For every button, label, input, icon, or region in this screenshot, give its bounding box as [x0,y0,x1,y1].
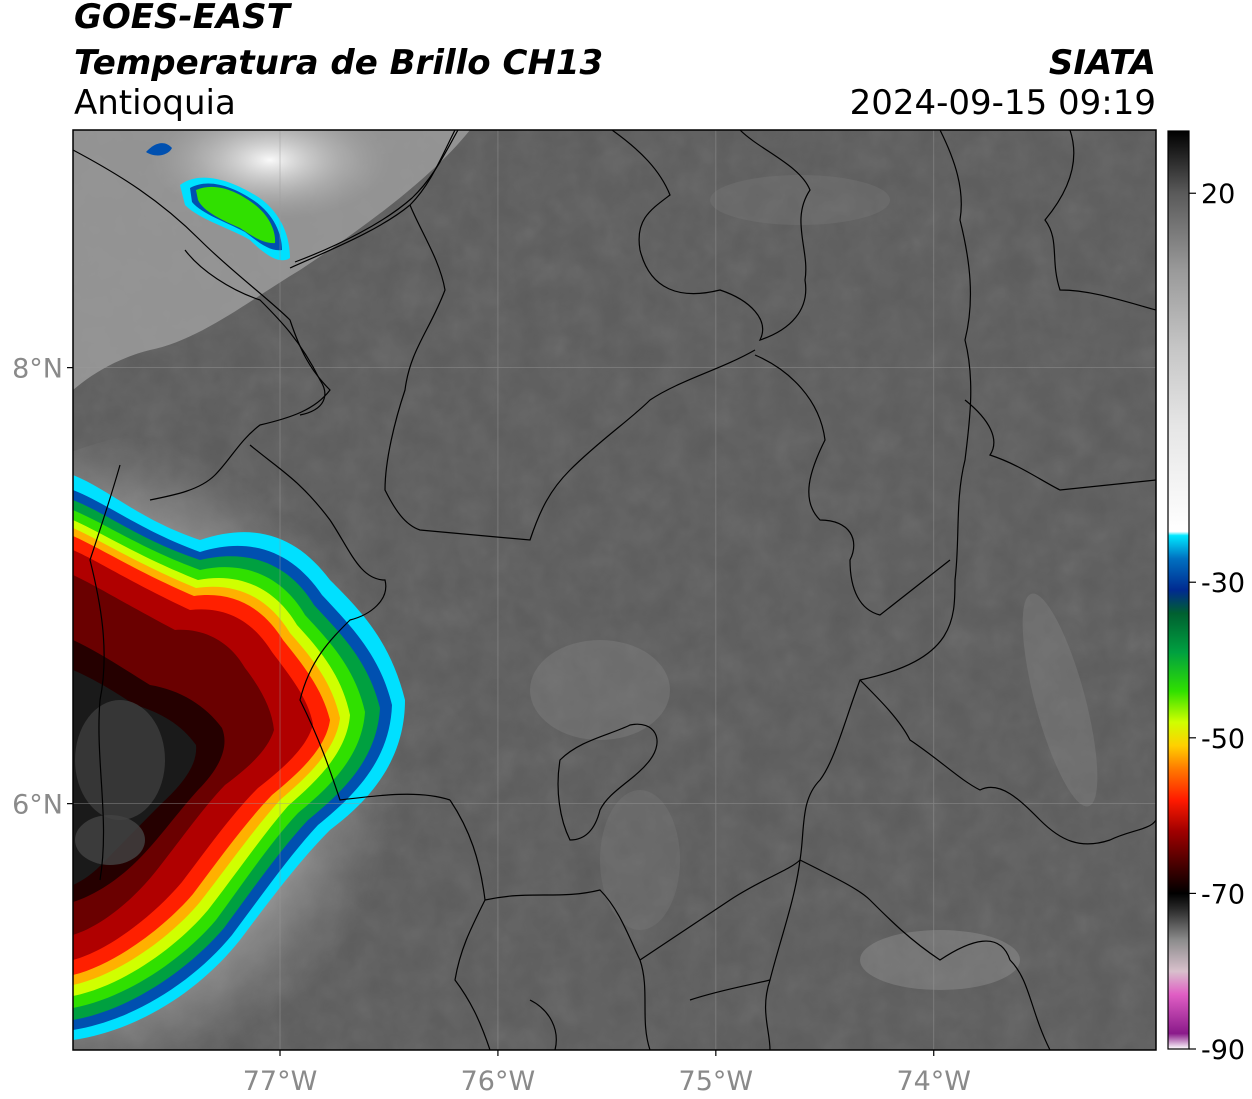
temperature-colorbar: 20 -30 -50 -70 -90 [1167,130,1245,1066]
colorbar-ticks: 20 -30 -50 -70 -90 [1189,179,1245,1066]
cold-cloud-haze-north [73,130,470,390]
colorbar-tick-label: -70 [1201,879,1245,910]
colorbar-tick-label: -30 [1201,568,1245,599]
lon-tick-label: 74°W [896,1066,971,1097]
graticule [73,130,1156,1050]
lon-tick-label: 76°W [461,1066,536,1097]
satellite-title: GOES-EAST [74,0,290,37]
colorbar-tick-label: -90 [1201,1035,1245,1066]
latitude-axis: 8°N 6°N [12,354,73,821]
colorbar-gradient [1168,131,1189,1049]
longitude-axis: 77°W 76°W 75°W 74°W [243,1050,971,1097]
convective-storm [73,475,405,1040]
lat-tick-label: 6°N [12,790,63,821]
map-frame [72,129,1157,1051]
colorbar-frame [1167,130,1190,1050]
agency-label: SIATA [1048,43,1156,83]
lon-tick-label: 75°W [679,1066,754,1097]
satellite-image [73,130,1156,1050]
colorbar-tick-label: 20 [1201,179,1235,210]
timestamp-label: 2024-09-15 09:19 [849,83,1156,123]
lat-tick-label: 8°N [12,354,63,385]
lon-tick-label: 77°W [243,1066,318,1097]
product-title: Temperatura de Brillo CH13 [74,43,604,83]
region-title: Antioquia [74,83,236,123]
warm-cloud-streaks [530,175,1098,990]
northern-cloud-cell [146,143,290,261]
administrative-boundaries [73,130,1156,1050]
metro-area-boundary [557,723,658,841]
colorbar-tick-label: -50 [1201,724,1245,755]
